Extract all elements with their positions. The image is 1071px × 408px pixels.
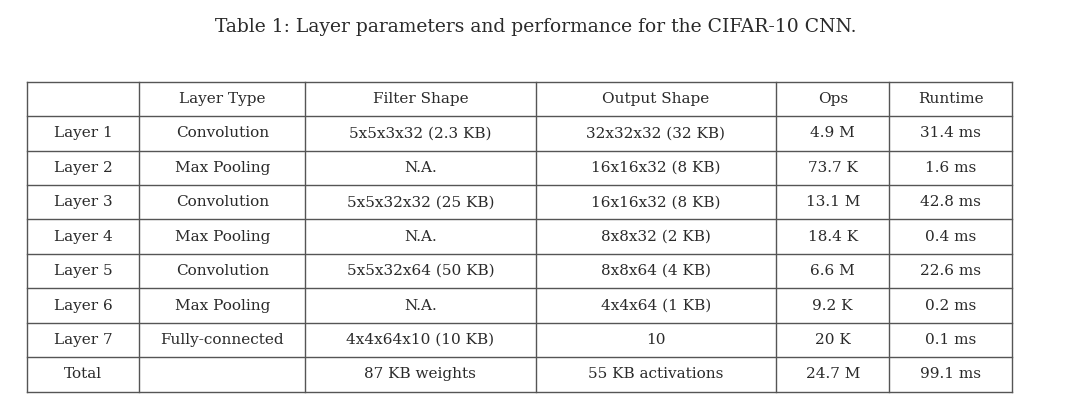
Text: Layer 6: Layer 6 (54, 299, 112, 313)
Text: 6.6 M: 6.6 M (811, 264, 855, 278)
Text: Layer 4: Layer 4 (54, 230, 112, 244)
Text: 4.9 M: 4.9 M (811, 126, 855, 140)
Text: 16x16x32 (8 KB): 16x16x32 (8 KB) (591, 195, 721, 209)
Text: Layer 1: Layer 1 (54, 126, 112, 140)
Text: Output Shape: Output Shape (602, 92, 710, 106)
Text: 5x5x3x32 (2.3 KB): 5x5x3x32 (2.3 KB) (349, 126, 492, 140)
Text: Table 1: Layer parameters and performance for the CIFAR-10 CNN.: Table 1: Layer parameters and performanc… (215, 18, 856, 36)
Text: 24.7 M: 24.7 M (805, 368, 860, 381)
Text: 8x8x64 (4 KB): 8x8x64 (4 KB) (601, 264, 711, 278)
Text: 13.1 M: 13.1 M (805, 195, 860, 209)
Text: Max Pooling: Max Pooling (175, 230, 270, 244)
Text: 22.6 ms: 22.6 ms (920, 264, 981, 278)
Text: 32x32x32 (32 KB): 32x32x32 (32 KB) (587, 126, 725, 140)
Text: 9.2 K: 9.2 K (813, 299, 853, 313)
Text: 73.7 K: 73.7 K (808, 161, 858, 175)
Text: Fully-connected: Fully-connected (161, 333, 284, 347)
Text: Max Pooling: Max Pooling (175, 299, 270, 313)
Text: 42.8 ms: 42.8 ms (920, 195, 981, 209)
Text: Convolution: Convolution (176, 195, 269, 209)
Text: Total: Total (64, 368, 102, 381)
Text: 10: 10 (646, 333, 666, 347)
Text: 87 KB weights: 87 KB weights (364, 368, 477, 381)
Text: 16x16x32 (8 KB): 16x16x32 (8 KB) (591, 161, 721, 175)
Text: N.A.: N.A. (404, 230, 437, 244)
Text: 8x8x32 (2 KB): 8x8x32 (2 KB) (601, 230, 711, 244)
Text: 0.4 ms: 0.4 ms (925, 230, 976, 244)
Text: 20 K: 20 K (815, 333, 850, 347)
Text: Max Pooling: Max Pooling (175, 161, 270, 175)
Text: Filter Shape: Filter Shape (373, 92, 468, 106)
Text: 31.4 ms: 31.4 ms (920, 126, 981, 140)
Text: Layer Type: Layer Type (179, 92, 266, 106)
Text: 0.2 ms: 0.2 ms (925, 299, 976, 313)
Text: Ops: Ops (817, 92, 848, 106)
Text: 0.1 ms: 0.1 ms (925, 333, 976, 347)
Text: 5x5x32x32 (25 KB): 5x5x32x32 (25 KB) (347, 195, 494, 209)
Text: Layer 3: Layer 3 (54, 195, 112, 209)
Text: Layer 7: Layer 7 (54, 333, 112, 347)
Text: 99.1 ms: 99.1 ms (920, 368, 981, 381)
Text: 55 KB activations: 55 KB activations (588, 368, 724, 381)
Text: Runtime: Runtime (918, 92, 983, 106)
Text: 5x5x32x64 (50 KB): 5x5x32x64 (50 KB) (347, 264, 494, 278)
Text: Convolution: Convolution (176, 264, 269, 278)
Text: 1.6 ms: 1.6 ms (925, 161, 976, 175)
Text: N.A.: N.A. (404, 299, 437, 313)
Text: Layer 2: Layer 2 (54, 161, 112, 175)
Text: 4x4x64 (1 KB): 4x4x64 (1 KB) (601, 299, 711, 313)
Text: Convolution: Convolution (176, 126, 269, 140)
Text: 18.4 K: 18.4 K (808, 230, 858, 244)
Text: 4x4x64x10 (10 KB): 4x4x64x10 (10 KB) (346, 333, 495, 347)
Text: N.A.: N.A. (404, 161, 437, 175)
Text: Layer 5: Layer 5 (54, 264, 112, 278)
